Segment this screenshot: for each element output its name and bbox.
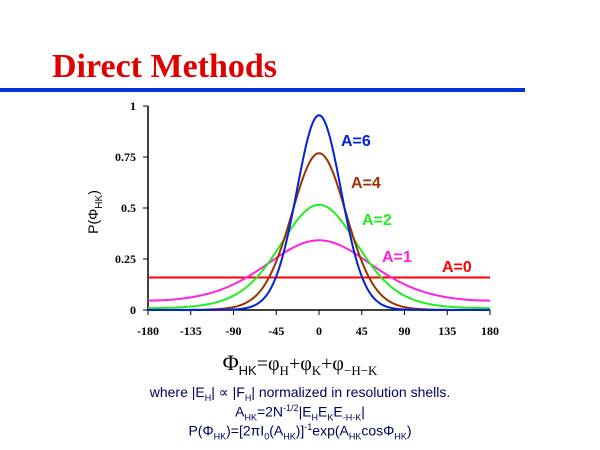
title-underline (0, 88, 525, 92)
curve-a-4 (148, 152, 490, 311)
y-axis-label: P(ΦHK) (85, 190, 105, 234)
x-tick-label: -180 (137, 324, 159, 338)
curve-a-1 (148, 239, 490, 302)
series-label-a-2: A=2 (362, 212, 392, 229)
x-tick-label: 135 (438, 324, 456, 338)
series-label-a-4: A=4 (351, 175, 381, 192)
note-a-hk: AHK=2N-1/2|EHEKE-H-K| (235, 403, 365, 423)
phase-formula: ΦHK=φH+φK+φ−H−K (222, 350, 378, 378)
note-normalization: where |EH| ∝ |FH| normalized in resoluti… (149, 384, 451, 403)
y-tick-label: 1 (130, 99, 136, 113)
y-tick-label: 0.25 (115, 252, 136, 266)
curve-a-2 (148, 203, 490, 310)
x-tick-label: 90 (399, 324, 411, 338)
series-labels: A=0 A=1 A=2 A=4 A=6 (341, 133, 472, 276)
x-tick-label: 45 (356, 324, 368, 338)
x-tick-label: -45 (268, 324, 284, 338)
axes: -180 -135 -90 -45 0 45 90 135 180 0 0.25 0.5 0.75 1 (115, 99, 499, 338)
curve-a-6 (148, 114, 490, 311)
x-tick-label: 180 (481, 324, 499, 338)
x-tick-label: -90 (226, 324, 242, 338)
series-label-a-6: A=6 (341, 133, 371, 150)
y-tick-label: 0.75 (115, 150, 136, 164)
note-probability: P(ΦHK)=[2πI0(AHK)]-1exp(AHKcosΦHK) (188, 422, 412, 442)
y-tick-label: 0 (130, 303, 136, 317)
series-label-a-0: A=0 (442, 259, 472, 276)
curves (148, 114, 490, 311)
x-tick-label: 0 (316, 324, 322, 338)
y-tick-label: 0.5 (121, 201, 136, 215)
x-tick-label: -135 (180, 324, 202, 338)
slide-title: Direct Methods (52, 48, 278, 85)
series-label-a-1: A=1 (382, 249, 412, 266)
